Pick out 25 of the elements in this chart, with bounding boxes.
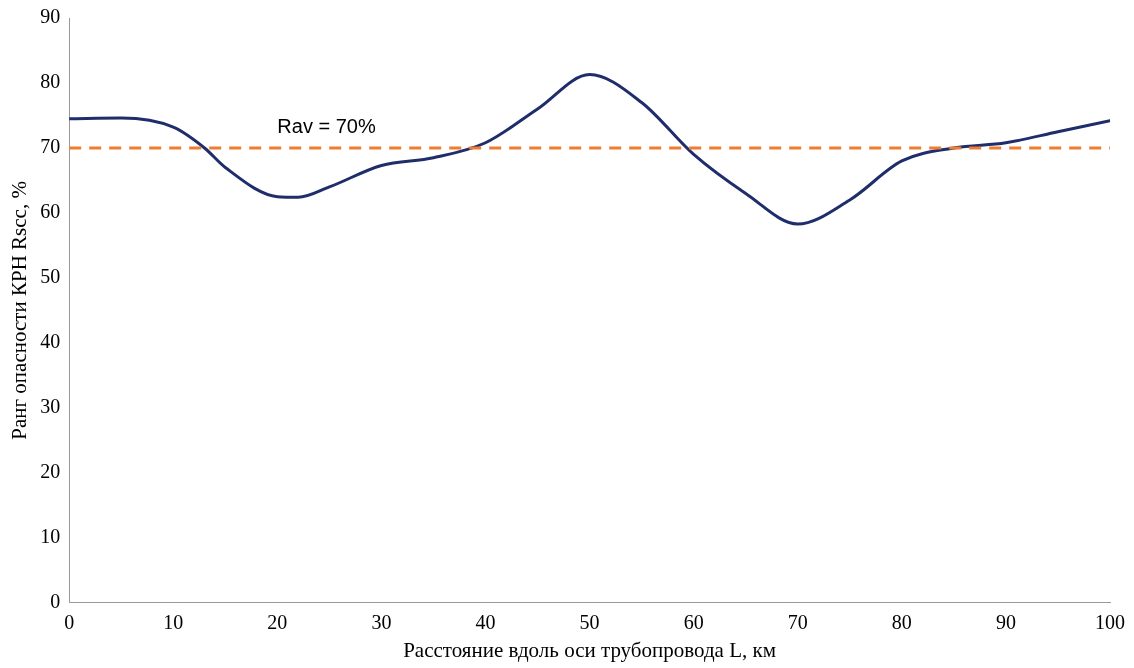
x-tick-label: 40 xyxy=(475,611,496,634)
y-tick-label: 0 xyxy=(50,590,61,613)
x-tick-label: 80 xyxy=(891,611,912,634)
x-axis-title: Расстояние вдоль оси трубопровода L, км xyxy=(403,637,777,662)
x-tick-label: 30 xyxy=(371,611,392,634)
y-tick-label: 60 xyxy=(40,200,61,223)
x-tick-label: 70 xyxy=(787,611,808,634)
y-tick-label: 90 xyxy=(40,5,61,28)
x-tick-label: 60 xyxy=(683,611,704,634)
x-tick-label: 90 xyxy=(995,611,1016,634)
y-tick-label: 80 xyxy=(40,70,61,93)
line-series xyxy=(69,73,1110,226)
x-tick-label: 10 xyxy=(163,611,184,634)
x-tick-label: 0 xyxy=(64,611,75,634)
x-tick-label: 100 xyxy=(1095,611,1125,634)
y-tick-label: 70 xyxy=(40,135,61,158)
y-tick-label: 30 xyxy=(40,395,61,418)
ref-line-label: Rav = 70% xyxy=(277,115,376,138)
y-tick-label: 40 xyxy=(40,330,61,353)
x-tick-label: 20 xyxy=(267,611,288,634)
y-tick-label: 20 xyxy=(40,460,61,483)
y-axis-title: Ранг опасности КРН Rscc, % xyxy=(7,181,32,440)
y-tick-label: 10 xyxy=(40,525,61,548)
x-tick-label: 50 xyxy=(579,611,600,634)
y-tick-label: 50 xyxy=(40,265,61,288)
